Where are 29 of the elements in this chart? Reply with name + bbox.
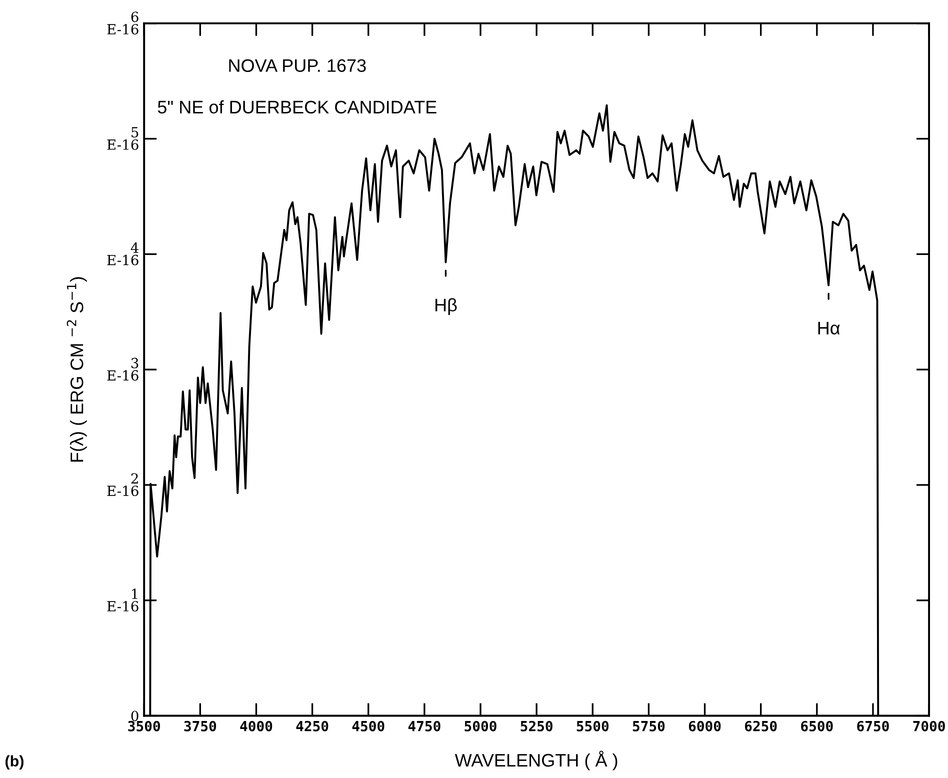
- x-tick-label: 4250: [296, 720, 328, 732]
- x-tick-label: 4750: [408, 720, 440, 732]
- y-tick-label: 5E-16: [107, 127, 138, 150]
- x-tick-label: 5000: [464, 720, 496, 732]
- x-tick-label: 5750: [632, 720, 665, 732]
- text: NOVA PUP. 1673: [229, 59, 366, 72]
- x-tick-label: 3750: [184, 720, 216, 732]
- y-tick-label: 6E-16: [107, 12, 138, 34]
- x-tick-label: 5250: [520, 720, 552, 732]
- y-axis-title: F(λ) ( ERG CM $^{−2}$ S$^{−1}$): [66, 277, 87, 462]
- x-tick-label: 4500: [352, 720, 384, 732]
- x-tick-label: 3500: [128, 720, 160, 732]
- annotation: Hβ: [436, 298, 457, 316]
- x-tick-label: 4000: [240, 720, 272, 732]
- y-tick-label: 1E-16: [107, 588, 138, 612]
- y-tick-label: 0: [131, 710, 138, 722]
- text: 5" NE of DUERBECK CANDIDATE: [158, 100, 436, 114]
- y-tick-label: 2E-16: [107, 473, 138, 496]
- y-tick-label: 3E-16: [107, 358, 138, 381]
- y-tick-label: 4E-16: [107, 242, 139, 266]
- x-tick-label: 7000: [913, 720, 945, 732]
- x-tick-label: 6500: [801, 720, 833, 732]
- x-tick-label: 6250: [745, 720, 777, 732]
- x-axis-title: WAVELENGTH ( Å ): [454, 750, 618, 770]
- x-tick-label: 6000: [688, 720, 721, 732]
- x-tick-label: 5500: [576, 720, 609, 732]
- text: (b): [6, 755, 24, 770]
- annotation: Hα: [818, 322, 840, 335]
- x-tick-label: 6750: [857, 720, 889, 732]
